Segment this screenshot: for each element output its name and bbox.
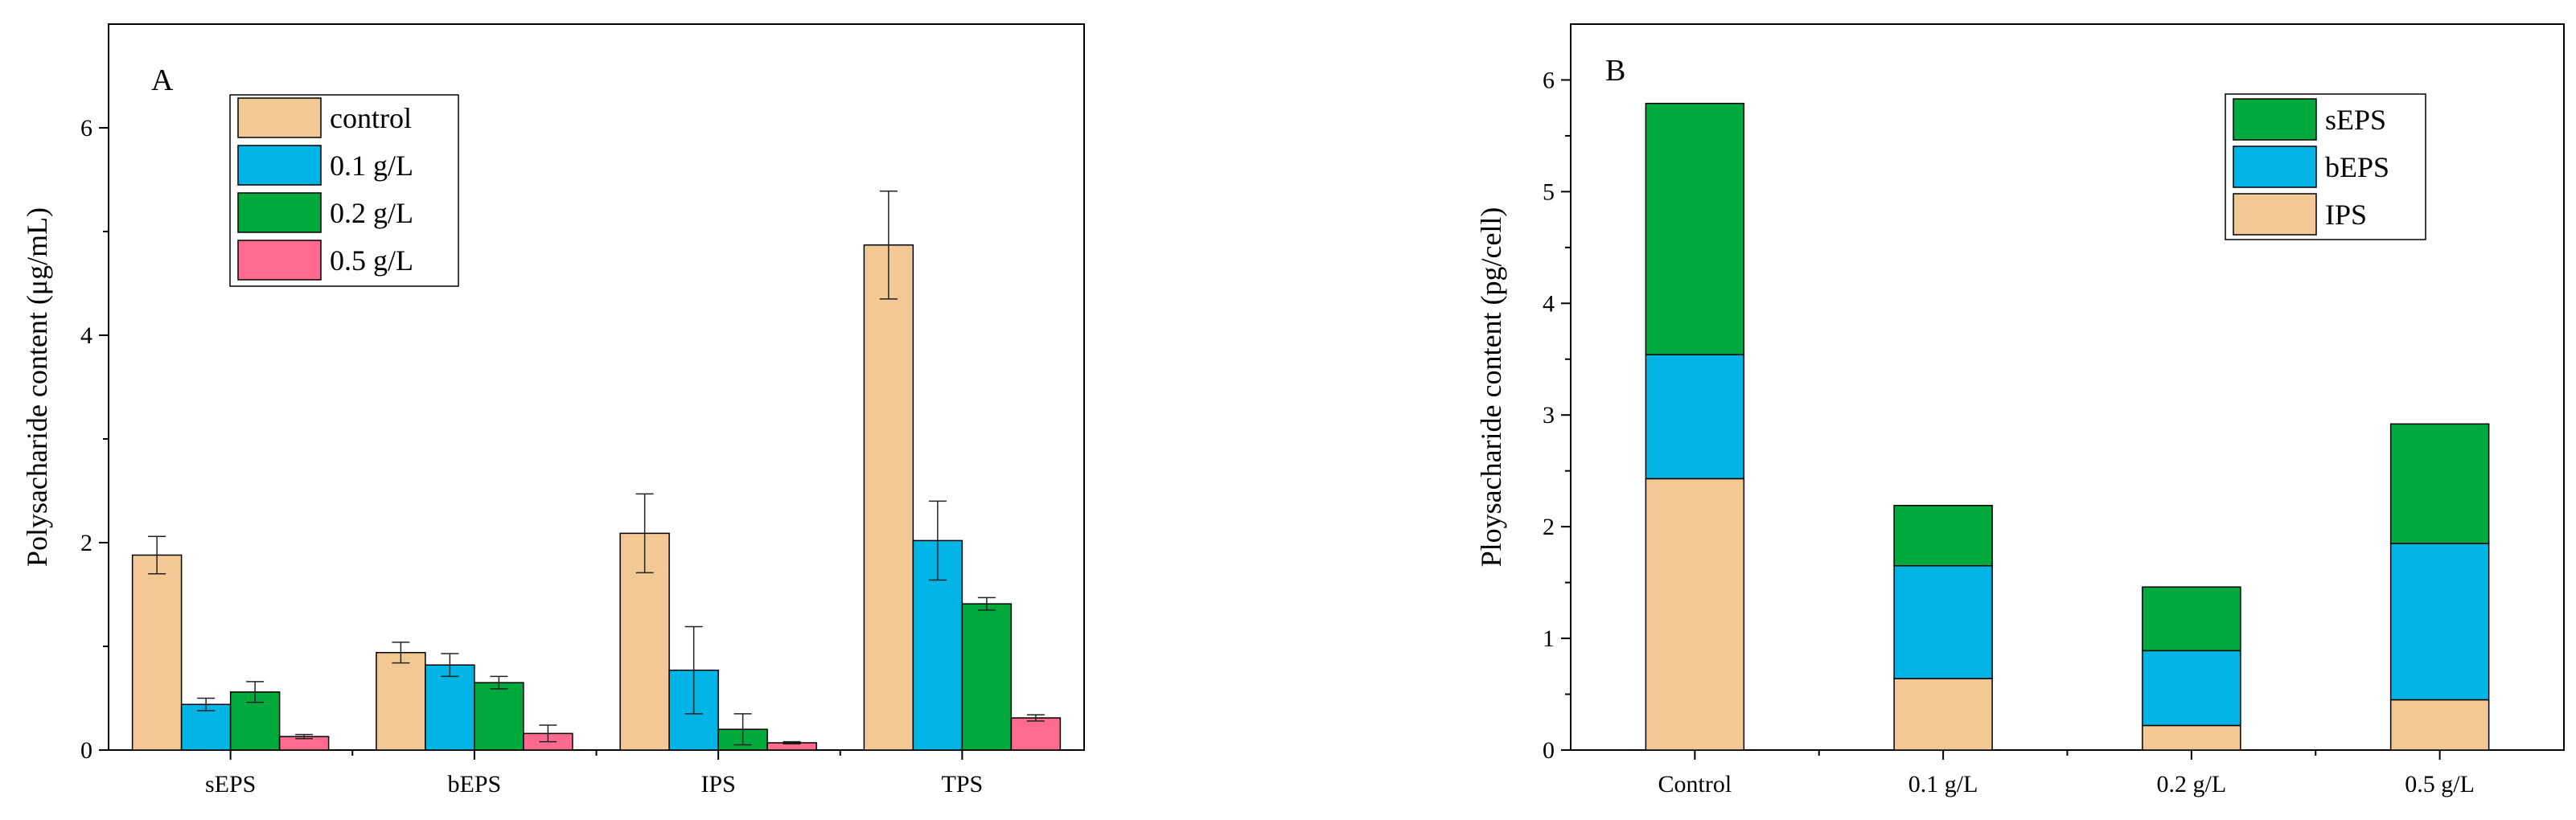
x-tick-label: TPS [942, 771, 984, 797]
legend-label: IPS [2325, 199, 2367, 231]
legend-swatch [237, 145, 322, 186]
y-tick-label: 2 [1543, 514, 1555, 540]
bar-0-1-g-l-seps [180, 703, 232, 751]
y-tick-label: 3 [1543, 402, 1555, 428]
x-tick-label: 0.2 g/L [2157, 771, 2227, 797]
bar-0-2-g-l-tps [961, 603, 1013, 751]
panel-label: B [1605, 54, 1625, 88]
legend-label: 0.2 g/L [330, 197, 413, 229]
y-tick-label: 2 [80, 530, 92, 556]
legend-label: bEPS [2325, 151, 2389, 183]
legend-swatch [2233, 146, 2317, 188]
x-tick-label: 0.1 g/L [1908, 771, 1978, 797]
y-tick-label: 4 [80, 322, 92, 349]
bar-control-tps [863, 244, 914, 751]
bar-0-5-g-l-tps [1010, 717, 1062, 751]
stacked-bar-beps-2 [2142, 650, 2241, 727]
stacked-bar-beps-3 [2389, 543, 2490, 701]
bar-control-beps [376, 651, 426, 751]
legend-label: control [330, 102, 412, 134]
legend-swatch [237, 192, 322, 233]
legend-label: 0.1 g/L [330, 150, 413, 182]
bar-control-seps [131, 554, 183, 751]
legend-label: sEPS [2325, 104, 2386, 136]
x-tick-label: Control [1658, 771, 1732, 797]
x-tick-label: sEPS [205, 771, 256, 797]
stacked-bar-ips-2 [2142, 724, 2241, 751]
y-tick-label: 5 [1543, 178, 1555, 205]
stacked-bar-seps-1 [1893, 505, 1993, 567]
y-tick-label: 4 [1543, 290, 1555, 317]
y-tick-label: 0 [80, 737, 92, 764]
legend-swatch [237, 240, 322, 281]
y-tick-label: 6 [80, 115, 92, 141]
stacked-bar-seps-0 [1645, 102, 1745, 355]
y-tick-label: 0 [1543, 737, 1555, 764]
bar-0-2-g-l-beps [474, 682, 524, 751]
panel-label: A [151, 64, 174, 97]
x-tick-label: 0.5 g/L [2405, 771, 2475, 797]
stacked-bar-seps-2 [2142, 586, 2241, 652]
stacked-bar-beps-0 [1645, 354, 1745, 480]
stacked-bar-ips-3 [2389, 699, 2490, 751]
y-tick-label: 6 [1543, 67, 1555, 93]
x-tick-label: bEPS [448, 771, 502, 797]
legend-label: 0.5 g/L [330, 244, 413, 277]
x-tick-label: IPS [700, 771, 735, 797]
chart-a: 0 2 4 6 sEPS bEPS IPS TPS Polysacharide content … [21, 23, 1085, 797]
legend-swatch [2233, 98, 2317, 141]
legend-swatch [2233, 193, 2317, 236]
chart-b: 0 1 2 3 4 5 6 Control 0.1 g/L 0.2 g/L 0.5 g/L Ploys… [1475, 23, 2565, 797]
y-axis-title: Ploysacharide content (pg/cell) [1475, 207, 1507, 568]
bar-0-1-g-l-beps [425, 664, 475, 751]
legend-swatch [237, 97, 322, 138]
stacked-bar-beps-1 [1893, 565, 1993, 679]
y-tick-label: 1 [1543, 625, 1555, 652]
stacked-bar-seps-3 [2389, 423, 2490, 544]
y-axis-title: Polysacharide content (μg/mL) [21, 207, 53, 567]
stacked-bar-ips-0 [1645, 478, 1745, 751]
stacked-bar-ips-1 [1893, 678, 1993, 751]
